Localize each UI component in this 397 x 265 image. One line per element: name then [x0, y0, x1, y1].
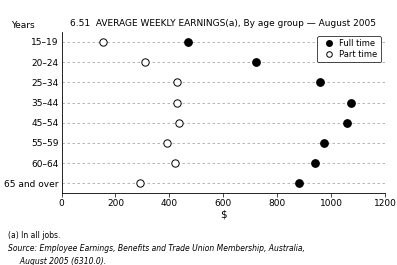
Part time: [142, 60, 148, 64]
Part time: [175, 121, 182, 125]
Full time: [185, 40, 191, 44]
Part time: [174, 100, 181, 105]
Full time: [344, 121, 351, 125]
Part time: [100, 40, 106, 44]
Part time: [172, 161, 178, 165]
Text: Years: Years: [12, 21, 35, 30]
Part time: [174, 80, 181, 85]
Text: (a) In all jobs.: (a) In all jobs.: [8, 231, 60, 240]
Full time: [296, 181, 302, 186]
Part time: [164, 141, 170, 145]
Full time: [252, 60, 259, 64]
Full time: [312, 161, 318, 165]
Part time: [137, 181, 143, 186]
Full time: [317, 80, 324, 85]
Text: August 2005 (6310.0).: August 2005 (6310.0).: [8, 257, 106, 265]
Text: Source: Employee Earnings, Benefits and Trade Union Membership, Australia,: Source: Employee Earnings, Benefits and …: [8, 244, 305, 253]
Full time: [321, 141, 328, 145]
Title: 6.51  AVERAGE WEEKLY EARNINGS(a), By age group — August 2005: 6.51 AVERAGE WEEKLY EARNINGS(a), By age …: [70, 19, 376, 28]
Full time: [348, 100, 355, 105]
Legend: Full time, Part time: Full time, Part time: [317, 36, 381, 62]
X-axis label: $: $: [220, 209, 227, 219]
